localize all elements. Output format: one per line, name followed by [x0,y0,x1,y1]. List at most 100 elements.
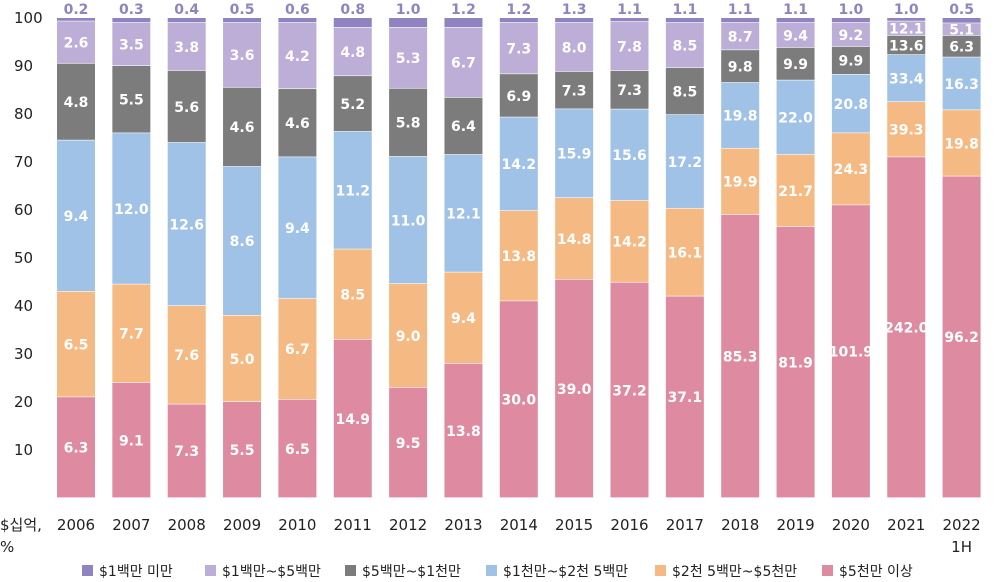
data-label: 9.4 [64,209,89,225]
data-label: 8.6 [230,234,255,250]
x-tick-label: 2019 [776,516,814,534]
bar-segment [555,279,594,498]
bar-segment [499,210,538,301]
data-label: 1.1 [617,2,642,18]
data-label: 16.3 [944,77,979,93]
bar-segment [444,18,483,27]
bar-segment [112,22,151,66]
data-label: 6.3 [64,441,89,457]
data-label: 0.5 [949,2,974,18]
bar-segment [555,22,594,72]
data-label: 1.2 [451,2,476,18]
data-label: 242.0 [884,321,929,337]
data-label: 24.3 [834,162,869,178]
x-tick-label: 2010 [278,516,316,534]
bar-segment [499,117,538,211]
x-tick-label: 2014 [500,516,538,534]
y-tick-label: 90 [14,57,33,75]
legend-swatch [655,565,666,576]
data-label: 14.8 [557,232,592,248]
y-tick-label: 50 [14,249,33,267]
bar-segment [887,102,926,157]
bar-segment [665,22,704,68]
data-label: 12.0 [114,202,149,218]
data-label: 14.2 [502,157,537,173]
bar-segment [831,74,870,133]
x-tick-label: 2012 [389,516,427,534]
y-tick-label: 80 [14,105,33,123]
bar-segment [167,306,206,404]
bar-segment [887,21,926,36]
bar-segment [389,156,428,284]
data-label: 19.8 [723,109,758,125]
bar-segment [167,404,206,498]
data-label: 5.6 [174,100,199,116]
y-tick-label: 40 [14,297,33,315]
data-label: 39.0 [557,382,592,398]
x-tick-label: 2016 [610,516,648,534]
bar-segment [389,283,428,387]
bar-segment [776,154,815,227]
data-label: 7.3 [617,83,642,99]
bar-segment [610,70,649,109]
data-label: 9.8 [728,59,753,75]
bar-segment [112,18,151,23]
bar-segment [831,46,870,75]
bar-segment [333,18,372,27]
data-label: 81.9 [778,355,813,371]
data-label: 6.9 [506,89,531,105]
bar-segment [610,109,649,201]
data-label: 12.6 [169,217,204,233]
data-label: 14.2 [612,235,647,251]
bar-segment [776,80,815,155]
data-label: 4.2 [285,49,310,65]
x-tick-label: 1H [951,538,972,556]
bar-segment [389,387,428,498]
data-label: 1.2 [506,2,531,18]
data-label: 5.0 [230,352,255,368]
bar-segment [57,18,95,21]
bar-segment [721,214,760,498]
data-label: 5.3 [396,51,421,67]
bar-segment [112,284,151,383]
x-tick-label: 2008 [168,516,206,534]
x-tick-label: 2011 [334,516,372,534]
bar-segment [887,157,926,498]
data-label: 19.8 [944,136,979,152]
legend-label: $5백만~$1천만 [362,564,461,580]
bar-segment [665,296,704,498]
bar-segment [721,22,760,50]
data-label: 13.8 [502,249,537,265]
legend-swatch [82,565,93,576]
bar-segment [333,339,372,498]
bar-segment [610,200,649,282]
data-label: 8.5 [340,287,365,303]
bar-segment [389,18,428,27]
data-label: 5.8 [396,116,421,132]
unit-label-line: $십억, [0,516,42,534]
bar-segment [57,21,95,63]
data-label: 8.7 [728,29,753,45]
bar-segment [333,27,372,76]
bar-segment [942,176,981,498]
data-label: 16.1 [668,245,703,261]
bar-segment [389,27,428,88]
data-label: 9.2 [838,28,863,44]
bar-segment [721,82,760,148]
data-label: 101.9 [829,345,873,361]
bar-segment [333,249,372,339]
bar-segment [887,35,926,55]
data-label: 5.5 [230,443,255,459]
bar-segment [278,89,317,157]
data-label: 13.8 [446,424,481,440]
legend-label: $1백만 미만 [99,564,173,580]
bar-segment [499,301,538,498]
bar-segment [444,363,483,498]
data-label: 11.2 [335,184,370,200]
data-label: 0.4 [174,2,199,18]
bar-segment [278,298,317,399]
data-label: 4.8 [64,95,89,111]
data-label: 13.6 [889,38,924,54]
x-tick-label: 2009 [223,516,261,534]
y-tick-label: 100 [14,9,43,27]
